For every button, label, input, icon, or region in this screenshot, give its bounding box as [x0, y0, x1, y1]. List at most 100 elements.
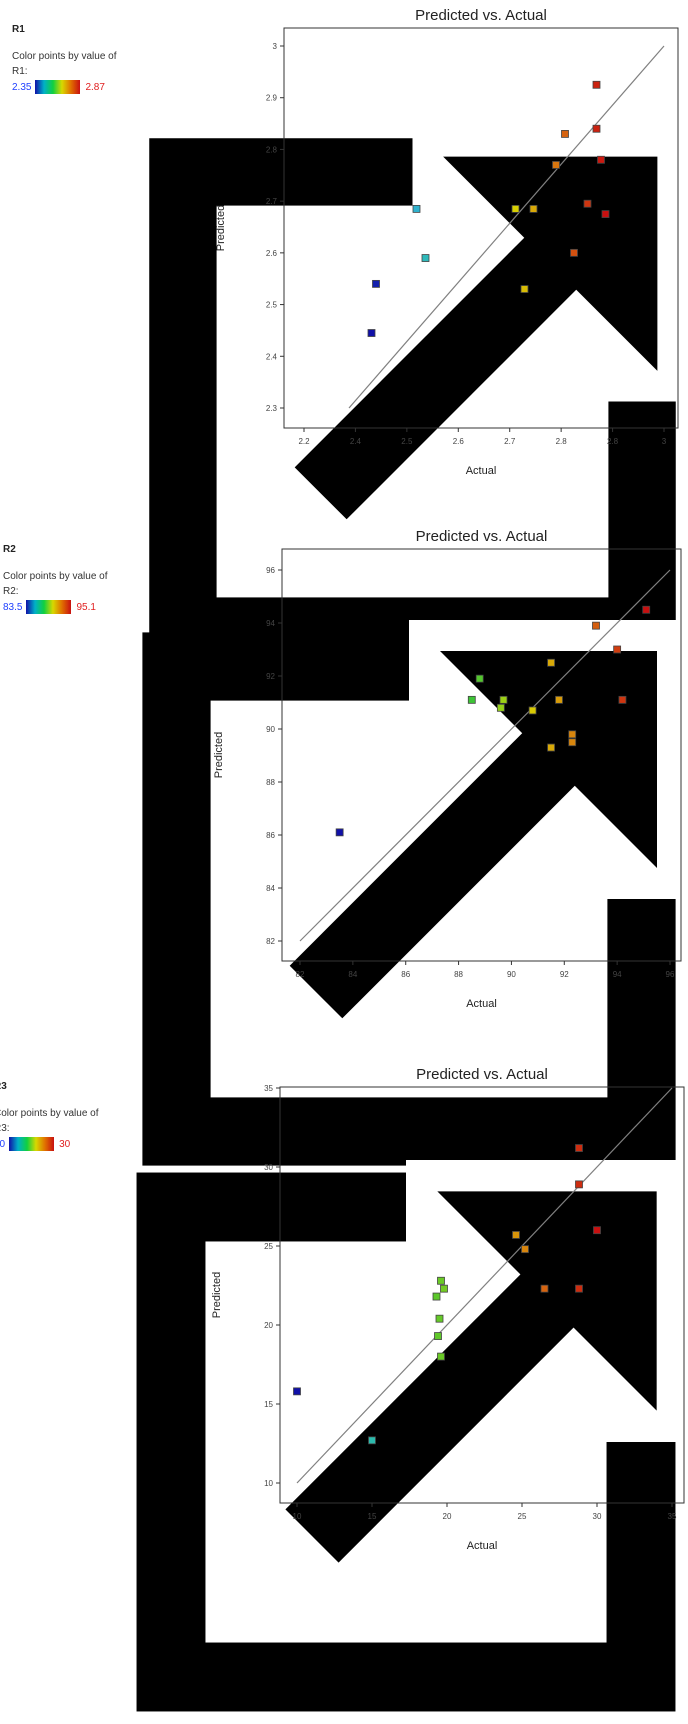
data-point[interactable]: [438, 1353, 445, 1360]
perfect-fit-line: [300, 570, 670, 941]
y-tick-label: 2.6: [266, 249, 278, 258]
chart-title: Predicted vs. Actual: [416, 1066, 548, 1083]
data-point[interactable]: [435, 1333, 442, 1340]
y-tick-label: 2.5: [266, 301, 278, 310]
plot-frame: [280, 1087, 684, 1503]
perfect-fit-line: [297, 1088, 672, 1483]
data-point[interactable]: [512, 205, 519, 212]
data-point[interactable]: [541, 1285, 548, 1292]
y-tick-label: 20: [264, 1321, 273, 1330]
data-point[interactable]: [368, 330, 375, 337]
y-tick-label: 82: [266, 937, 275, 946]
x-tick-label: 2.8: [607, 437, 619, 446]
data-point[interactable]: [576, 1181, 583, 1188]
data-point[interactable]: [576, 1145, 583, 1152]
data-point[interactable]: [614, 646, 621, 653]
data-point[interactable]: [556, 696, 563, 703]
data-point[interactable]: [336, 829, 343, 836]
data-point[interactable]: [513, 1231, 520, 1238]
chart-panel-r3: R3 Color points by value of R3: 10 30 Pr…: [0, 1045, 688, 1582]
x-tick-label: 94: [613, 970, 622, 979]
data-point[interactable]: [548, 659, 555, 666]
data-point[interactable]: [436, 1315, 443, 1322]
x-tick-label: 35: [668, 1512, 677, 1521]
data-point[interactable]: [522, 1246, 529, 1253]
data-point[interactable]: [521, 286, 528, 293]
y-tick-label: 2.9: [266, 94, 278, 103]
data-point[interactable]: [593, 81, 600, 88]
data-point[interactable]: [441, 1285, 448, 1292]
y-tick-label: 96: [266, 566, 275, 575]
data-point[interactable]: [476, 675, 483, 682]
data-point[interactable]: [569, 739, 576, 746]
y-axis-label: Predicted: [211, 1272, 223, 1318]
plot-frame: [284, 28, 678, 428]
y-tick-label: 25: [264, 1242, 273, 1251]
y-tick-label: 10: [264, 1479, 273, 1488]
chart-title: Predicted vs. Actual: [416, 528, 548, 545]
data-point[interactable]: [619, 696, 626, 703]
x-tick-label: 88: [454, 970, 463, 979]
data-point[interactable]: [598, 156, 605, 163]
data-point[interactable]: [529, 707, 536, 714]
data-point[interactable]: [643, 606, 650, 613]
y-tick-label: 2.4: [266, 352, 278, 361]
data-point[interactable]: [602, 211, 609, 218]
chart-panel-r2: R2 Color points by value of R2: 83.5 95.…: [0, 520, 688, 1045]
data-point[interactable]: [571, 249, 578, 256]
chart-panel-r1: R1 Color points by value of R1: 2.35 2.8…: [0, 0, 688, 520]
data-point[interactable]: [584, 200, 591, 207]
x-tick-label: 86: [401, 970, 410, 979]
data-point[interactable]: [569, 731, 576, 738]
x-tick-label: 15: [368, 1512, 377, 1521]
data-point[interactable]: [593, 622, 600, 629]
y-tick-label: 94: [266, 619, 275, 628]
data-point[interactable]: [497, 704, 504, 711]
data-point[interactable]: [468, 696, 475, 703]
data-point[interactable]: [562, 130, 569, 137]
x-tick-label: 82: [296, 970, 305, 979]
y-tick-label: 3: [273, 42, 278, 51]
x-tick-label: 2.5: [401, 437, 413, 446]
x-tick-label: 3: [662, 437, 667, 446]
x-tick-label: 20: [443, 1512, 452, 1521]
x-tick-label: 90: [507, 970, 516, 979]
data-point[interactable]: [294, 1388, 301, 1395]
x-axis-label: Actual: [467, 1540, 498, 1552]
x-axis-label: Actual: [466, 465, 497, 477]
data-point[interactable]: [594, 1227, 601, 1234]
y-tick-label: 35: [264, 1084, 273, 1093]
y-tick-label: 84: [266, 884, 275, 893]
data-point[interactable]: [500, 696, 507, 703]
data-point[interactable]: [369, 1437, 376, 1444]
x-axis-label: Actual: [466, 998, 497, 1010]
y-tick-label: 30: [264, 1163, 273, 1172]
x-tick-label: 30: [593, 1512, 602, 1521]
data-point[interactable]: [373, 280, 380, 287]
perfect-fit-line: [349, 46, 664, 408]
data-point[interactable]: [593, 125, 600, 132]
y-axis-label: Predicted: [213, 732, 225, 778]
y-axis-label: Predicted: [215, 205, 227, 251]
y-tick-label: 90: [266, 725, 275, 734]
data-point[interactable]: [530, 205, 537, 212]
data-point[interactable]: [576, 1285, 583, 1292]
data-point[interactable]: [422, 255, 429, 262]
x-tick-label: 10: [293, 1512, 302, 1521]
y-tick-label: 88: [266, 778, 275, 787]
data-point[interactable]: [433, 1293, 440, 1300]
x-tick-label: 84: [348, 970, 357, 979]
data-point[interactable]: [553, 161, 560, 168]
y-tick-label: 15: [264, 1400, 273, 1409]
x-tick-label: 2.4: [350, 437, 362, 446]
data-point[interactable]: [548, 744, 555, 751]
x-tick-label: 96: [666, 970, 675, 979]
y-tick-label: 2.8: [266, 145, 278, 154]
data-point[interactable]: [438, 1277, 445, 1284]
data-point[interactable]: [413, 205, 420, 212]
y-tick-label: 2.3: [266, 404, 278, 413]
chart-title: Predicted vs. Actual: [415, 7, 547, 24]
